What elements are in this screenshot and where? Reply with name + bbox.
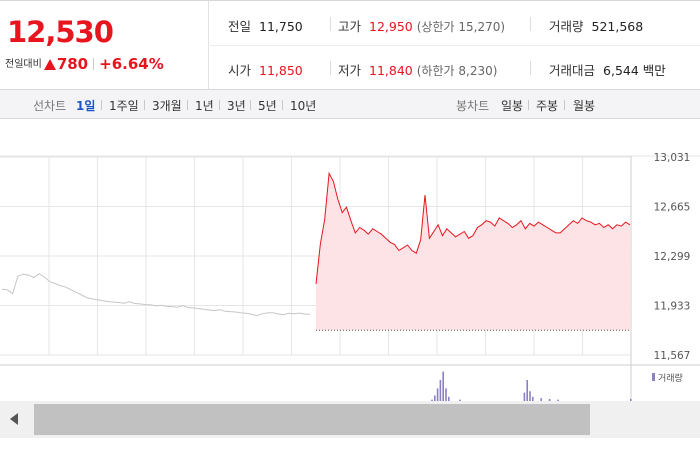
turnover-value: 6,544 백만 bbox=[603, 63, 666, 78]
prev-day-price-line bbox=[1, 273, 311, 317]
period-1d[interactable]: 1일 bbox=[76, 99, 96, 113]
prev-close-cell: 전일 11,750 bbox=[228, 16, 303, 35]
low-label: 저가 bbox=[338, 63, 362, 78]
volume-label: 거래량 bbox=[549, 19, 584, 34]
divider bbox=[101, 100, 102, 110]
current-price: 12,530 bbox=[7, 15, 114, 49]
up-triangle-icon bbox=[43, 59, 56, 70]
divider bbox=[93, 58, 95, 70]
divider bbox=[330, 61, 331, 75]
volume-bar bbox=[529, 391, 531, 401]
today-price-line bbox=[315, 171, 631, 284]
line-chart-label: 선차트 bbox=[33, 99, 67, 113]
divider bbox=[144, 100, 145, 110]
quote-panel: 12,530 전일대비 780 +6.64% 전일 11,750 고가 12,950 (… bbox=[0, 0, 700, 90]
volume-bar bbox=[445, 388, 447, 401]
y-tick-label: 12,299 bbox=[654, 251, 691, 263]
period-1y[interactable]: 1년 bbox=[195, 99, 214, 113]
volume-bar bbox=[630, 398, 632, 401]
divider bbox=[564, 100, 565, 110]
y-tick-label: 11,933 bbox=[654, 301, 691, 313]
period-1w[interactable]: 1주일 bbox=[109, 99, 139, 113]
prev-close-label: 전일 bbox=[228, 19, 252, 34]
volume-bar bbox=[439, 380, 442, 401]
y-axis-labels: 13,031 12,665 12,299 11,933 11,567 bbox=[654, 152, 691, 362]
candle-monthly[interactable]: 월봉 bbox=[573, 99, 596, 113]
volume-bar bbox=[557, 399, 559, 401]
divider bbox=[250, 100, 251, 110]
high-label: 고가 bbox=[338, 19, 362, 34]
candle-weekly[interactable]: 주봉 bbox=[536, 99, 559, 113]
volume-bar bbox=[448, 396, 450, 401]
open-cell: 시가 11,850 bbox=[228, 60, 303, 79]
y-tick-label: 12,665 bbox=[654, 202, 691, 214]
volume-bar bbox=[436, 388, 439, 401]
low-cell: 저가 11,840 (하한가 8,230) bbox=[338, 60, 497, 79]
divider bbox=[530, 61, 531, 75]
volume-bar bbox=[442, 371, 444, 401]
volume-bar bbox=[431, 399, 433, 401]
divider bbox=[187, 100, 188, 110]
divider bbox=[530, 17, 531, 31]
turnover-cell: 거래대금 6,544 백만 bbox=[549, 60, 666, 79]
divider bbox=[208, 45, 700, 46]
open-value: 11,850 bbox=[259, 63, 303, 78]
high-value: 12,950 bbox=[369, 19, 413, 34]
volume-bar bbox=[523, 392, 526, 401]
price-fill-area bbox=[316, 173, 630, 331]
change-abs: 780 bbox=[56, 55, 89, 73]
volume-value: 521,568 bbox=[591, 19, 644, 34]
low-value: 11,840 bbox=[369, 63, 413, 78]
candle-daily[interactable]: 일봉 bbox=[501, 99, 524, 113]
candle-chart-label: 봉차트 bbox=[456, 99, 490, 113]
divider bbox=[528, 100, 529, 110]
volume-bar bbox=[459, 399, 461, 401]
lower-limit: (하한가 8,230) bbox=[416, 64, 498, 78]
volume-bar bbox=[532, 396, 534, 401]
price-chart: 13,031 12,665 12,299 11,933 11,567 거래량 bbox=[0, 152, 700, 401]
volume-bars bbox=[431, 371, 632, 401]
bottom-margin bbox=[0, 438, 700, 450]
volume-bar bbox=[434, 395, 436, 401]
period-3m[interactable]: 3개월 bbox=[152, 99, 182, 113]
period-3y[interactable]: 3년 bbox=[227, 99, 246, 113]
divider bbox=[282, 100, 283, 110]
price-block: 12,530 전일대비 780 +6.64% bbox=[0, 1, 209, 89]
volume-bar bbox=[548, 398, 551, 401]
chart-scrollbar[interactable] bbox=[0, 401, 700, 438]
volume-legend-label: 거래량 bbox=[658, 372, 683, 384]
change-label: 전일대비 bbox=[5, 59, 42, 70]
open-label: 시가 bbox=[228, 63, 252, 78]
volume-bar bbox=[540, 398, 542, 401]
volume-bar bbox=[526, 380, 528, 401]
scroll-left-arrow-icon[interactable] bbox=[10, 413, 18, 425]
upper-limit: (상한가 15,270) bbox=[416, 20, 506, 34]
period-toolbar: 선차트 1일 1주일 3개월 1년 3년 5년 10년 봉차트 일봉 주봉 월봉 bbox=[0, 90, 700, 119]
volume-cell: 거래량 521,568 bbox=[549, 16, 643, 35]
period-10y[interactable]: 10년 bbox=[290, 99, 317, 113]
scrollbar-thumb[interactable] bbox=[34, 404, 590, 435]
change-pct: +6.64% bbox=[99, 55, 164, 73]
prev-close-value: 11,750 bbox=[259, 19, 303, 34]
y-tick-label: 13,031 bbox=[654, 152, 691, 164]
high-cell: 고가 12,950 (상한가 15,270) bbox=[338, 16, 505, 35]
volume-legend-swatch bbox=[652, 373, 655, 381]
change-row: 전일대비 780 +6.64% bbox=[5, 55, 164, 73]
turnover-label: 거래대금 bbox=[549, 63, 596, 78]
y-tick-label: 11,567 bbox=[654, 350, 691, 362]
divider bbox=[219, 100, 220, 110]
divider bbox=[330, 17, 331, 31]
period-5y[interactable]: 5년 bbox=[258, 99, 277, 113]
